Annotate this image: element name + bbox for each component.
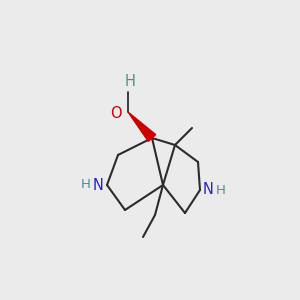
Polygon shape (128, 112, 156, 141)
Text: H: H (216, 184, 226, 196)
Text: N: N (93, 178, 104, 193)
Text: O: O (110, 106, 122, 122)
Text: H: H (81, 178, 91, 191)
Text: N: N (203, 182, 214, 197)
Text: H: H (124, 74, 135, 89)
